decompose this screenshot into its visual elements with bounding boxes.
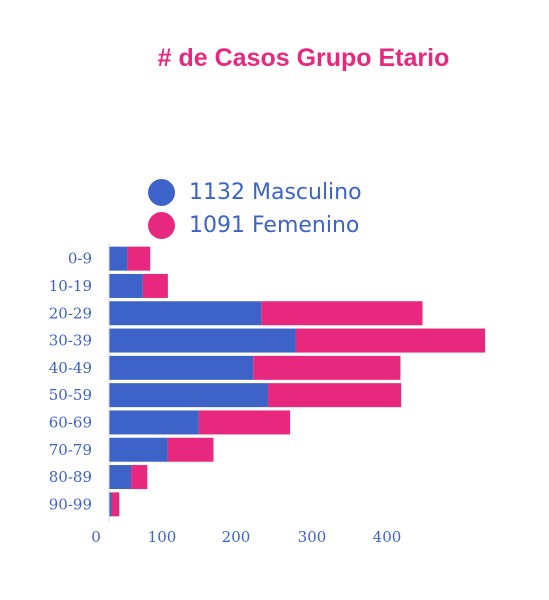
bar-femenino-70-79 bbox=[167, 437, 214, 462]
bar-masculino-50-59 bbox=[109, 383, 268, 408]
x-tick-label: 100 bbox=[148, 528, 177, 546]
x-tick-label: 200 bbox=[222, 528, 251, 546]
bar-femenino-50-59 bbox=[267, 383, 402, 408]
y-tick-label: 90-99 bbox=[49, 495, 92, 513]
legend-item-femenino: 1091 Femenino bbox=[148, 209, 362, 242]
legend: 1132 Masculino 1091 Femenino bbox=[148, 176, 362, 242]
y-tick-label: 0-9 bbox=[68, 250, 92, 268]
x-tick-label: 0 bbox=[91, 528, 101, 546]
bar-femenino-20-29 bbox=[261, 301, 423, 326]
bar-masculino-30-39 bbox=[109, 328, 296, 353]
bar-masculino-90-99 bbox=[109, 492, 112, 517]
y-tick-label: 60-69 bbox=[49, 413, 92, 431]
legend-swatch-femenino bbox=[148, 212, 175, 239]
legend-item-masculino: 1132 Masculino bbox=[148, 176, 362, 209]
y-tick-label: 20-29 bbox=[49, 304, 92, 322]
bar-masculino-40-49 bbox=[109, 355, 254, 380]
y-tick-label: 10-19 bbox=[49, 277, 92, 295]
legend-label-femenino: 1091 Femenino bbox=[189, 213, 360, 238]
bar-masculino-60-69 bbox=[109, 410, 199, 435]
legend-label-masculino: 1132 Masculino bbox=[189, 180, 362, 205]
bar-femenino-40-49 bbox=[253, 355, 401, 380]
bar-femenino-30-39 bbox=[295, 328, 486, 353]
bar-femenino-10-19 bbox=[142, 273, 168, 298]
bar-femenino-0-9 bbox=[127, 246, 151, 271]
x-tick-label: 400 bbox=[373, 528, 402, 546]
y-tick-label: 30-39 bbox=[49, 332, 92, 350]
bar-masculino-70-79 bbox=[109, 437, 168, 462]
bar-femenino-60-69 bbox=[198, 410, 291, 435]
bar-femenino-80-89 bbox=[131, 465, 148, 490]
bar-femenino-90-99 bbox=[111, 492, 120, 517]
legend-swatch-masculino bbox=[148, 179, 175, 206]
x-tick-label: 300 bbox=[298, 528, 327, 546]
bar-masculino-20-29 bbox=[109, 301, 262, 326]
bar-masculino-0-9 bbox=[109, 246, 128, 271]
bar-masculino-80-89 bbox=[109, 465, 132, 490]
bar-masculino-10-19 bbox=[109, 273, 143, 298]
y-tick-label: 50-59 bbox=[49, 386, 92, 404]
chart-title: # de Casos Grupo Etario bbox=[157, 44, 450, 72]
y-tick-label: 40-49 bbox=[49, 359, 92, 377]
y-tick-label: 80-89 bbox=[49, 468, 92, 486]
y-tick-label: 70-79 bbox=[49, 441, 92, 459]
